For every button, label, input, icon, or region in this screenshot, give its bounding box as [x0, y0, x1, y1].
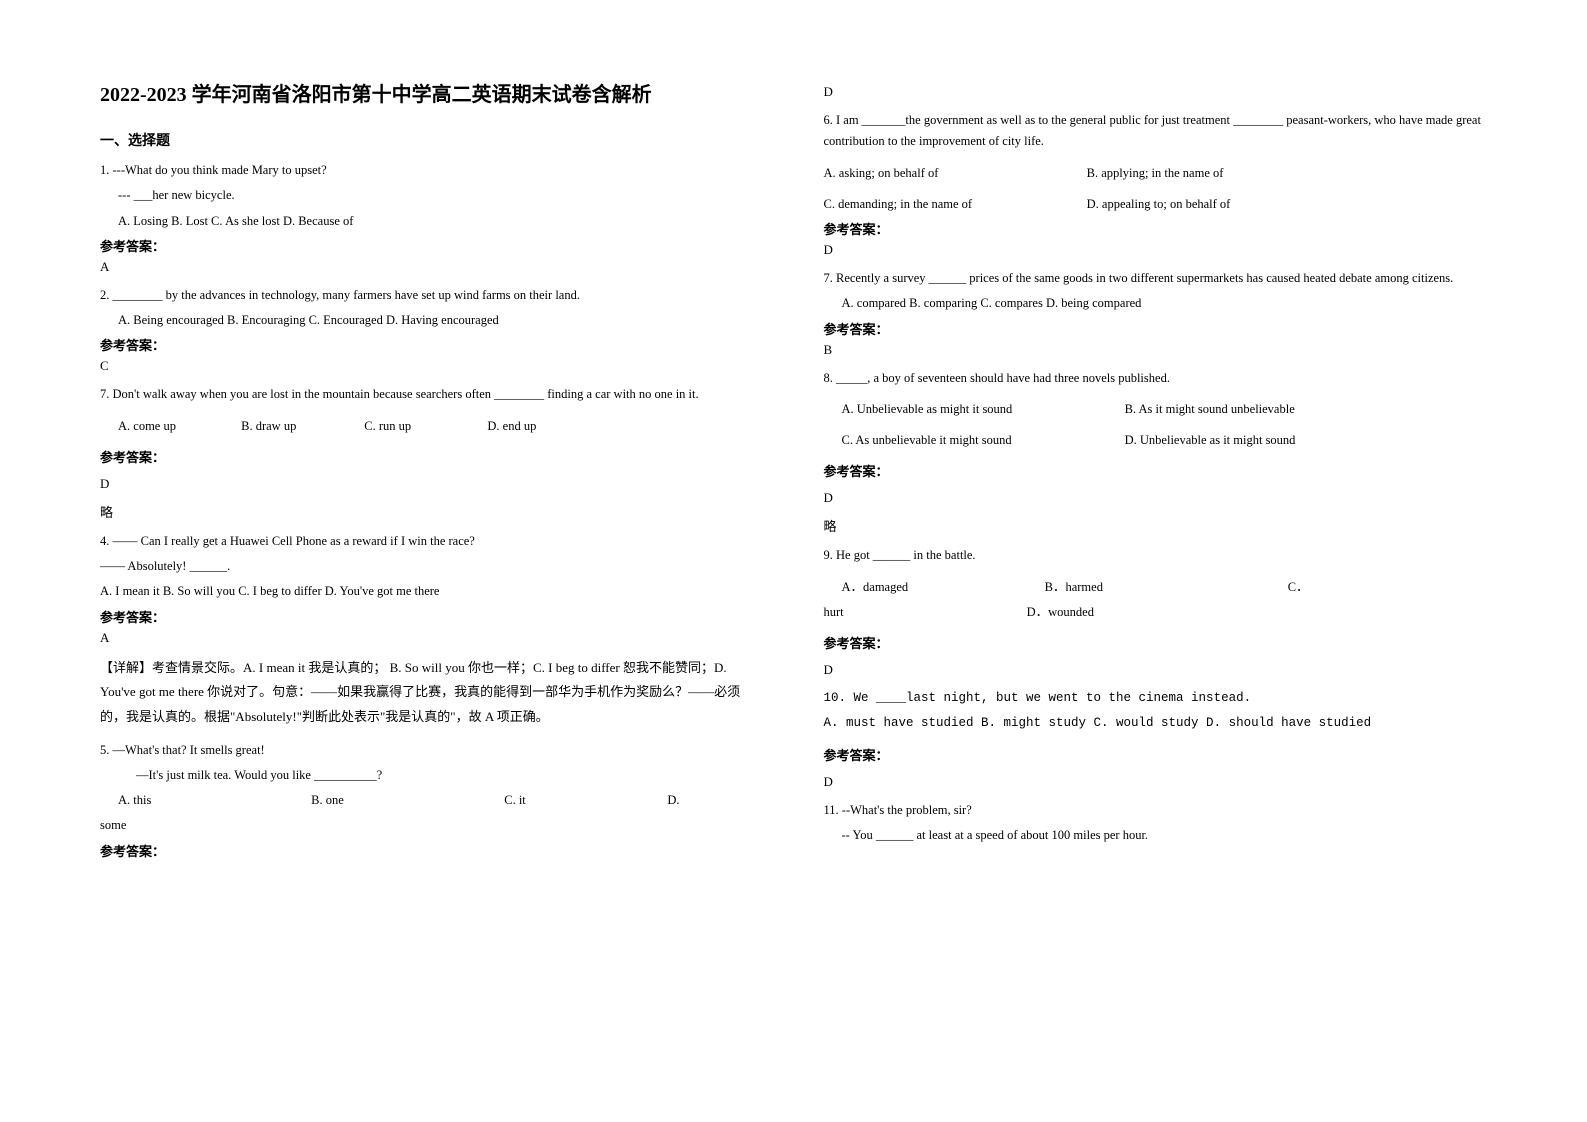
q8-optA: A. Unbelievable as might it sound [842, 399, 1122, 420]
q8-optD: D. Unbelievable as it might sound [1125, 430, 1296, 451]
q2-answer-label: 参考答案： [100, 335, 764, 354]
q3-line1: 7. Don't walk away when you are lost in … [100, 384, 764, 405]
q5-line1: 5. —What's that? It smells great! [100, 740, 764, 761]
q5-optA: A. this [118, 790, 308, 811]
q5-optD2: some [100, 815, 764, 836]
q6-answer: D [824, 242, 1488, 258]
q5-answer: D [824, 84, 1488, 100]
q2-line1: 2. ________ by the advances in technolog… [100, 285, 764, 306]
q3-optD: D. end up [487, 416, 607, 437]
q1-opts: A. Losing B. Lost C. As she lost D. Beca… [100, 211, 764, 232]
q10-answer-label: 参考答案： [824, 745, 1488, 764]
page-root: 2022-2023 学年河南省洛阳市第十中学高二英语期末试卷含解析 一、选择题 … [0, 0, 1587, 904]
q8-row1: A. Unbelievable as might it sound B. As … [824, 399, 1488, 420]
q1-answer: A [100, 259, 764, 275]
q2-answer: C [100, 358, 764, 374]
q9-answer: D [824, 662, 1488, 678]
q9-row2: hurt D．wounded [824, 602, 1488, 623]
q10-answer: D [824, 774, 1488, 790]
q8-skip: 略 [824, 516, 1488, 535]
q6-optA: A. asking; on behalf of [824, 163, 1084, 184]
q4-answer: A [100, 630, 764, 646]
q6-row2: C. demanding; in the name of D. appealin… [824, 194, 1488, 215]
q3-optB: B. draw up [241, 416, 361, 437]
q9-answer-label: 参考答案： [824, 633, 1488, 652]
q6-optD: D. appealing to; on behalf of [1087, 194, 1231, 215]
q5-optD: D. [667, 790, 679, 811]
q7-answer-label: 参考答案： [824, 319, 1488, 338]
q2-opts: A. Being encouraged B. Encouraging C. En… [100, 310, 764, 331]
q10-opts: A. must have studied B. might study C. w… [824, 713, 1488, 734]
q4-explain: 【详解】考查情景交际。A. I mean it 我是认真的； B. So wil… [100, 656, 764, 730]
q3-answer: D [100, 476, 764, 492]
q6-row1: A. asking; on behalf of B. applying; in … [824, 163, 1488, 184]
q11-line2: -- You ______ at least at a speed of abo… [824, 825, 1488, 846]
q3-optA: A. come up [118, 416, 238, 437]
q3-optC: C. run up [364, 416, 484, 437]
q9-optD: D．wounded [1027, 602, 1094, 623]
q3-opts: A. come up B. draw up C. run up D. end u… [100, 416, 764, 437]
left-column: 2022-2023 学年河南省洛阳市第十中学高二英语期末试卷含解析 一、选择题 … [100, 80, 764, 864]
q8-answer: D [824, 490, 1488, 506]
q5-optC: C. it [504, 790, 664, 811]
q6-optB: B. applying; in the name of [1087, 163, 1224, 184]
q5-optB: B. one [311, 790, 501, 811]
q1-answer-label: 参考答案： [100, 236, 764, 255]
q5-opts: A. this B. one C. it D. [100, 790, 764, 811]
q8-optC: C. As unbelievable it might sound [842, 430, 1122, 451]
q9-optC2: hurt [824, 602, 1024, 623]
q3-skip: 略 [100, 502, 764, 521]
q7-opts: A. compared B. comparing C. compares D. … [824, 293, 1488, 314]
q8-line1: 8. _____, a boy of seventeen should have… [824, 368, 1488, 389]
q4-line2: —— Absolutely! ______. [100, 556, 764, 577]
q6-answer-label: 参考答案： [824, 219, 1488, 238]
q7-answer: B [824, 342, 1488, 358]
q8-answer-label: 参考答案： [824, 461, 1488, 480]
q10-line1: 10. We ____last night, but we went to th… [824, 688, 1488, 709]
right-column: D 6. I am _______the government as well … [824, 80, 1488, 864]
section-heading: 一、选择题 [100, 130, 764, 150]
q1-line1: 1. ---What do you think made Mary to ups… [100, 160, 764, 181]
q7-line1: 7. Recently a survey ______ prices of th… [824, 268, 1488, 289]
q5-answer-label: 参考答案： [100, 841, 764, 860]
q4-answer-label: 参考答案： [100, 607, 764, 626]
q9-optB: B．harmed [1045, 577, 1285, 598]
q6-optC: C. demanding; in the name of [824, 194, 1084, 215]
q1-line2: --- ___her new bicycle. [100, 185, 764, 206]
q3-answer-label: 参考答案： [100, 447, 764, 466]
q11-line1: 11. --What's the problem, sir? [824, 800, 1488, 821]
q6-line1: 6. I am _______the government as well as… [824, 110, 1488, 153]
exam-title: 2022-2023 学年河南省洛阳市第十中学高二英语期末试卷含解析 [100, 80, 764, 110]
q8-optB: B. As it might sound unbelievable [1125, 399, 1295, 420]
q9-row1: A．damaged B．harmed C． [824, 577, 1488, 598]
q5-line2: —It's just milk tea. Would you like ____… [100, 765, 764, 786]
q9-line1: 9. He got ______ in the battle. [824, 545, 1488, 566]
q9-optA: A．damaged [842, 577, 1042, 598]
q4-line1: 4. —— Can I really get a Huawei Cell Pho… [100, 531, 764, 552]
q8-row2: C. As unbelievable it might sound D. Unb… [824, 430, 1488, 451]
q9-optC: C． [1288, 577, 1309, 598]
q4-opts: A. I mean it B. So will you C. I beg to … [100, 581, 764, 602]
